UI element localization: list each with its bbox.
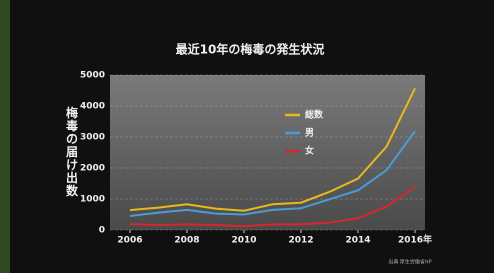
chart: 最近10年の梅毒の発生状況 出典 厚生労働省HP 0 1000 2000 3000 40… bbox=[0, 0, 494, 273]
source: 出典 厚生労働省HP bbox=[388, 259, 431, 266]
plant-edge bbox=[0, 0, 10, 273]
y-axis-label: 梅毒の届け出数 bbox=[66, 105, 79, 198]
legend-label: 男 bbox=[305, 128, 314, 139]
y-tick-label: 1000 bbox=[80, 195, 105, 205]
plot-area bbox=[110, 75, 425, 230]
x-tick-label: 2008 bbox=[174, 236, 199, 246]
page: 最近10年の梅毒の発生状況 出典 厚生労働省HP 0 1000 2000 3000 40… bbox=[0, 0, 494, 273]
legend-label: 総数 bbox=[305, 109, 324, 121]
x-tick-label: 2014 bbox=[345, 236, 370, 246]
y-tick-label: 0 bbox=[99, 226, 105, 236]
y-tick-label: 5000 bbox=[80, 71, 105, 81]
legend-label: 女 bbox=[305, 145, 314, 157]
x-tick-label: 2012 bbox=[288, 236, 313, 246]
y-tick-label: 3000 bbox=[80, 133, 105, 143]
y-tick-label: 4000 bbox=[80, 102, 105, 112]
y-tick-label: 2000 bbox=[80, 164, 105, 174]
chart-title: 最近10年の梅毒の発生状況 bbox=[176, 42, 325, 57]
x-tick-label: 2006 bbox=[117, 236, 142, 246]
x-tick-label: 2010 bbox=[231, 236, 256, 246]
x-tick-label: 2016年 bbox=[398, 234, 432, 246]
